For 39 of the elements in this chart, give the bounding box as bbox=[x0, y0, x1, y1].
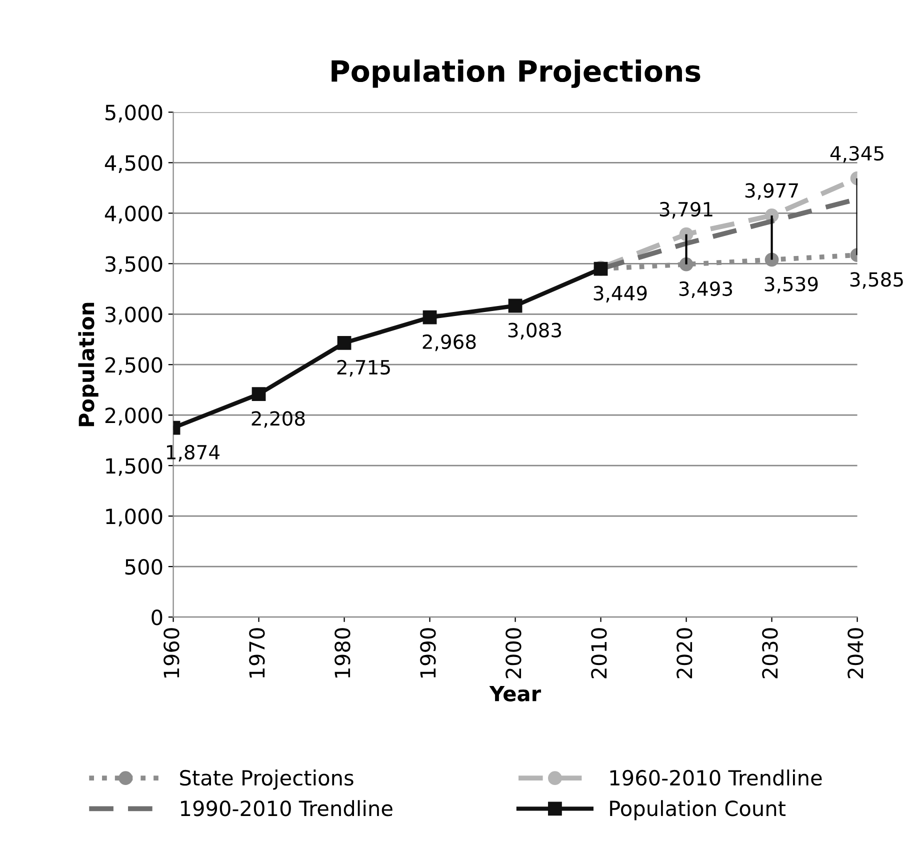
y-tick-label: 1,000 bbox=[106, 508, 162, 526]
data-label: 2,715 bbox=[337, 360, 390, 377]
y-tick-label: 5,000 bbox=[106, 104, 162, 123]
x-tick-label: 1970 bbox=[249, 628, 265, 678]
data-label: 3,449 bbox=[594, 286, 647, 302]
y-axis-title: Population bbox=[78, 302, 98, 426]
data-label: 1,874 bbox=[167, 444, 220, 462]
data-label: 2,968 bbox=[422, 334, 476, 352]
legend-label: 1960-2010 Trendline bbox=[610, 770, 822, 786]
x-tick-label: 2000 bbox=[506, 628, 522, 678]
y-tick-label: 3,500 bbox=[106, 256, 162, 274]
x-tick-label: 2040 bbox=[848, 628, 864, 678]
legend-label: Population Count bbox=[610, 800, 786, 820]
data-label: 3,083 bbox=[508, 322, 561, 340]
y-tick-label: 2,000 bbox=[105, 408, 162, 426]
data-label: 4,345 bbox=[830, 146, 884, 163]
y-tick-label: 4,500 bbox=[104, 155, 162, 174]
data-label: 2,208 bbox=[252, 411, 305, 428]
data-label: 3,791 bbox=[660, 202, 712, 219]
data-label: 3,493 bbox=[679, 281, 732, 298]
x-tick-label: 1980 bbox=[334, 628, 350, 678]
legend-label: 1990-2010 Trendline bbox=[181, 800, 392, 816]
y-tick-label: 2,500 bbox=[105, 357, 162, 375]
x-axis-title: Year bbox=[489, 686, 542, 702]
x-tick-label: 1990 bbox=[420, 628, 436, 678]
chart-title: Population Projections bbox=[332, 59, 700, 88]
x-tick-label: 2030 bbox=[762, 628, 778, 678]
data-label: 3,977 bbox=[745, 183, 798, 200]
y-tick-label: 0 bbox=[152, 610, 162, 626]
y-tick-label: 500 bbox=[125, 559, 162, 575]
data-label: 3,585 bbox=[850, 272, 903, 289]
x-tick-label: 2020 bbox=[676, 628, 692, 678]
y-tick-label: 1,500 bbox=[106, 458, 162, 476]
legend-label: State Projections bbox=[180, 770, 354, 790]
data-label: 3,539 bbox=[764, 276, 818, 294]
x-tick-label: 2010 bbox=[591, 628, 607, 678]
x-tick-label: 1960 bbox=[164, 628, 180, 678]
y-tick-label: 3,000 bbox=[106, 306, 162, 324]
y-tick-label: 4,000 bbox=[104, 206, 162, 224]
